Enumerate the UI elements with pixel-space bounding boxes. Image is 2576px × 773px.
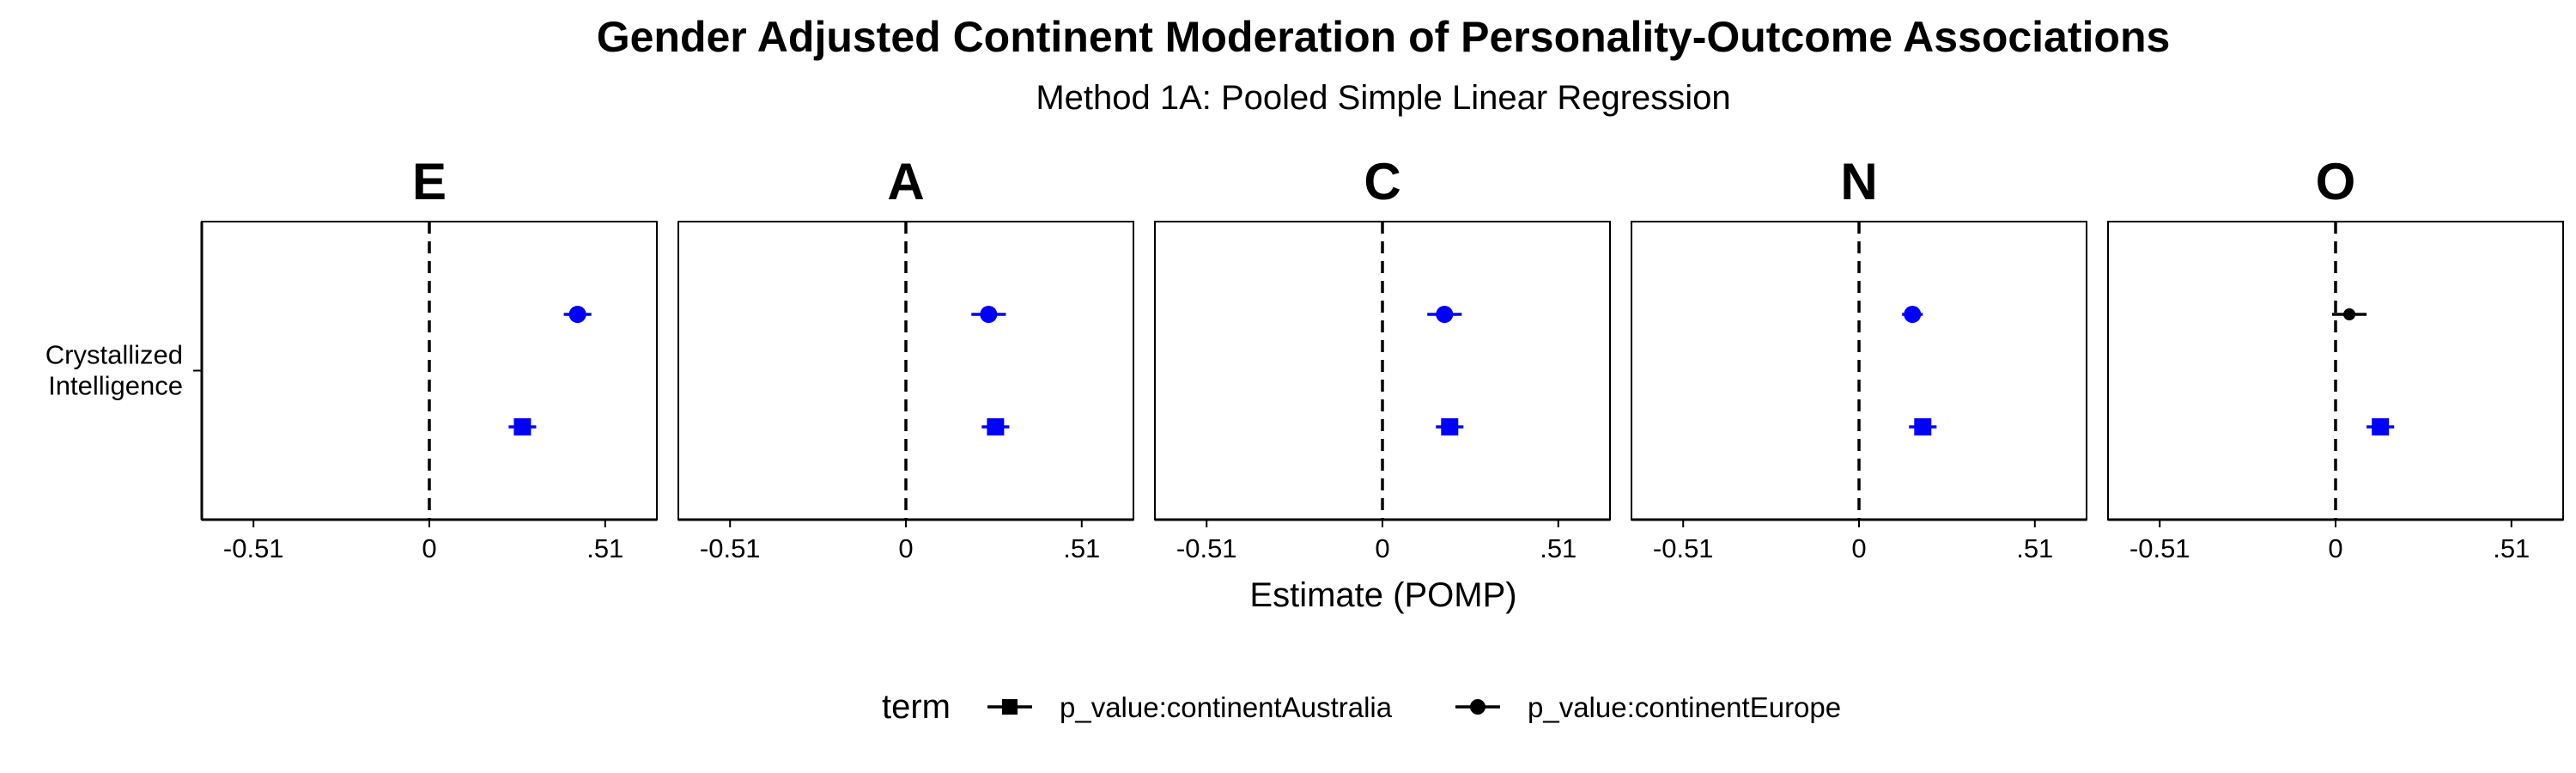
legend-entry: p_value:continentEurope — [1455, 691, 1841, 723]
x-tick-label: 0 — [2328, 533, 2342, 563]
facet-N: N -0.51 0 .51 — [1631, 153, 2087, 563]
facet-label-A: A — [887, 153, 924, 210]
x-tick-label: .51 — [586, 533, 623, 563]
x-tick-label: 0 — [422, 533, 436, 563]
facet-O: O -0.51 0 .51 — [2107, 153, 2564, 563]
x-tick-label: .51 — [2016, 533, 2053, 563]
x-tick-label: .51 — [1540, 533, 1577, 563]
point-circle — [568, 306, 586, 323]
point-circle — [980, 306, 998, 323]
point-circle — [1904, 306, 1922, 323]
x-tick-label: 0 — [898, 533, 913, 563]
y-tick-label: Crystallized — [46, 340, 183, 370]
legend-key-circle — [1470, 699, 1485, 715]
point-square — [513, 418, 532, 435]
point-square — [2372, 418, 2390, 435]
point-circle — [2343, 308, 2356, 320]
facet-C: C -0.51 0 .51 — [1154, 153, 1611, 563]
facet-label-O: O — [2316, 153, 2356, 210]
point-square — [1441, 418, 1459, 435]
legend-title: term — [882, 688, 951, 726]
facet-label-E: E — [412, 153, 447, 210]
chart-title: Gender Adjusted Continent Moderation of … — [597, 13, 2171, 61]
x-tick-label: -0.51 — [1653, 533, 1714, 563]
x-tick-label: -0.51 — [1176, 533, 1237, 563]
x-tick-label: -0.51 — [2129, 533, 2190, 563]
facet-panels: E -0.51 0 .51 A -0.51 0 .51 C -0.51 0 .51 N -0.51 0 .51… — [201, 153, 2564, 563]
x-tick-label: .51 — [2493, 533, 2530, 563]
x-tick-label: 0 — [1375, 533, 1389, 563]
legend: term p_value:continentAustralia p_value:co… — [882, 688, 1841, 726]
legend-entry: p_value:continentAustralia — [987, 691, 1393, 723]
legend-label: p_value:continentAustralia — [1060, 691, 1393, 723]
x-tick-label: -0.51 — [223, 533, 284, 563]
x-axis-label: Estimate (POMP) — [1249, 576, 1516, 614]
chart-subtitle: Method 1A: Pooled Simple Linear Regressi… — [1036, 79, 1730, 117]
point-circle — [1436, 306, 1454, 323]
y-tick-label: Intelligence — [48, 371, 183, 401]
x-tick-label: 0 — [1851, 533, 1866, 563]
facet-label-N: N — [1840, 153, 1877, 210]
x-tick-label: .51 — [1063, 533, 1100, 563]
legend-label: p_value:continentEurope — [1528, 691, 1841, 723]
facet-label-C: C — [1364, 153, 1400, 210]
point-square — [1914, 418, 1932, 435]
x-tick-label: -0.51 — [700, 533, 761, 563]
legend-key-square — [1002, 699, 1018, 715]
point-square — [987, 418, 1005, 435]
facet-A: A -0.51 0 .51 — [677, 153, 1134, 563]
facet-E: E -0.51 0 .51 — [201, 153, 658, 563]
